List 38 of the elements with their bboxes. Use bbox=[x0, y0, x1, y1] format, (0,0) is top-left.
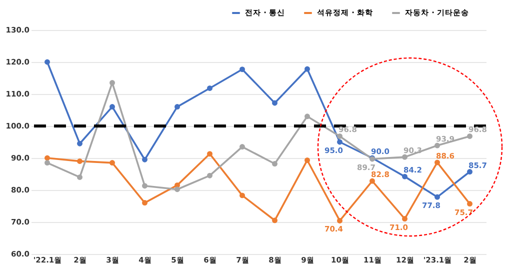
point bbox=[174, 186, 180, 192]
point bbox=[77, 140, 82, 146]
point bbox=[110, 160, 115, 166]
point bbox=[434, 142, 440, 148]
point bbox=[370, 178, 375, 184]
point bbox=[272, 161, 278, 166]
point bbox=[304, 114, 310, 120]
point bbox=[434, 160, 440, 166]
point bbox=[434, 194, 440, 200]
point bbox=[402, 216, 408, 222]
point bbox=[77, 174, 82, 180]
point bbox=[240, 66, 245, 72]
point bbox=[304, 66, 310, 72]
point bbox=[110, 104, 115, 110]
point bbox=[240, 144, 245, 150]
point bbox=[207, 172, 212, 178]
point bbox=[142, 183, 148, 189]
point bbox=[337, 139, 342, 145]
point bbox=[44, 160, 50, 166]
point bbox=[207, 151, 212, 157]
point bbox=[44, 155, 50, 161]
point bbox=[240, 192, 245, 198]
point bbox=[402, 174, 408, 180]
point bbox=[337, 218, 342, 224]
point bbox=[467, 134, 472, 139]
point bbox=[402, 154, 408, 160]
point bbox=[142, 200, 148, 206]
point bbox=[44, 59, 50, 65]
point bbox=[207, 86, 212, 91]
point bbox=[337, 134, 342, 139]
point bbox=[467, 201, 472, 206]
point bbox=[142, 156, 148, 162]
point bbox=[77, 158, 82, 164]
point bbox=[467, 169, 472, 174]
point bbox=[272, 218, 278, 224]
point bbox=[304, 158, 310, 163]
point bbox=[174, 104, 180, 110]
point bbox=[272, 100, 278, 106]
